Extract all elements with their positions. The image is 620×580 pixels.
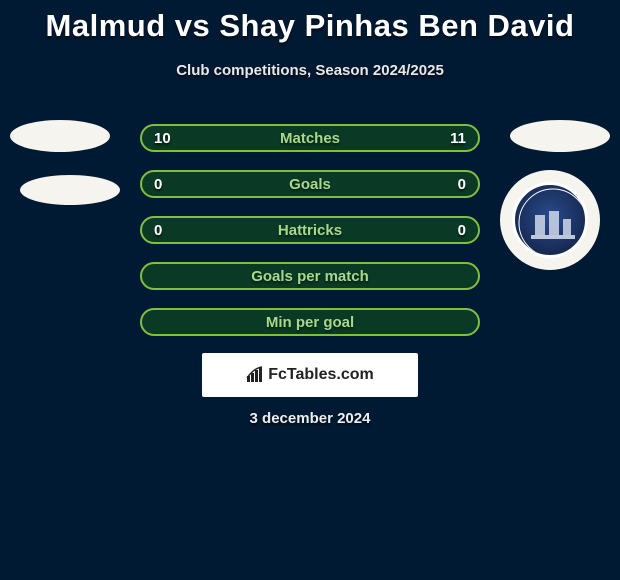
player2-avatar-1 xyxy=(510,120,610,152)
player1-avatar-1 xyxy=(10,120,110,152)
subtitle: Club competitions, Season 2024/2025 xyxy=(0,62,620,79)
stats-table: 10 Matches 11 0 Goals 0 0 Hattricks 0 Go… xyxy=(140,124,480,354)
stat-label: Hattricks xyxy=(278,222,342,239)
stat-left-value: 0 xyxy=(154,222,162,239)
stat-row-matches: 10 Matches 11 xyxy=(140,124,480,152)
stat-row-hattricks: 0 Hattricks 0 xyxy=(140,216,480,244)
stat-row-goals-per-match: Goals per match xyxy=(140,262,480,290)
branding-box: FcTables.com xyxy=(202,353,418,397)
branding-text: FcTables.com xyxy=(246,366,374,384)
stat-label: Goals xyxy=(289,176,331,193)
stat-right-value: 11 xyxy=(450,130,466,147)
page-title: Malmud vs Shay Pinhas Ben David xyxy=(0,0,620,44)
branding-label: FcTables.com xyxy=(268,366,374,384)
date-label: 3 december 2024 xyxy=(0,410,620,427)
player2-club-badge xyxy=(500,170,600,270)
stat-label: Min per goal xyxy=(266,314,354,331)
stat-row-min-per-goal: Min per goal xyxy=(140,308,480,336)
club-crest-icon xyxy=(512,182,588,258)
player1-avatar-2 xyxy=(20,175,120,205)
chart-bars-icon xyxy=(246,366,264,384)
stat-row-goals: 0 Goals 0 xyxy=(140,170,480,198)
stat-right-value: 0 xyxy=(458,222,466,239)
stat-right-value: 0 xyxy=(458,176,466,193)
stat-label: Matches xyxy=(280,130,340,147)
stat-label: Goals per match xyxy=(251,268,369,285)
stat-left-value: 0 xyxy=(154,176,162,193)
stat-left-value: 10 xyxy=(154,130,171,147)
